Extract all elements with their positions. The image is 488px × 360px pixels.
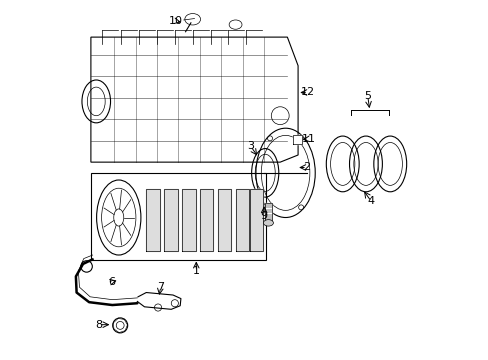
Text: 9: 9 <box>260 211 267 221</box>
Text: 7: 7 <box>157 282 164 292</box>
Polygon shape <box>83 26 301 162</box>
Text: 10: 10 <box>168 16 182 26</box>
Text: 2: 2 <box>303 162 310 172</box>
Polygon shape <box>164 189 177 251</box>
Polygon shape <box>264 203 271 221</box>
Ellipse shape <box>263 220 273 226</box>
Text: 1: 1 <box>192 266 200 276</box>
Text: 3: 3 <box>246 141 254 151</box>
Text: 4: 4 <box>367 197 374 206</box>
Text: 8: 8 <box>95 320 102 330</box>
Text: 6: 6 <box>108 277 115 287</box>
Polygon shape <box>182 189 195 251</box>
Polygon shape <box>292 135 301 144</box>
Text: 11: 11 <box>301 134 315 144</box>
Polygon shape <box>249 189 263 251</box>
Text: 12: 12 <box>301 87 314 98</box>
Polygon shape <box>146 189 160 251</box>
Polygon shape <box>200 189 213 251</box>
Text: 5: 5 <box>364 91 370 101</box>
Polygon shape <box>235 189 248 251</box>
Polygon shape <box>91 173 265 260</box>
Polygon shape <box>217 189 231 251</box>
